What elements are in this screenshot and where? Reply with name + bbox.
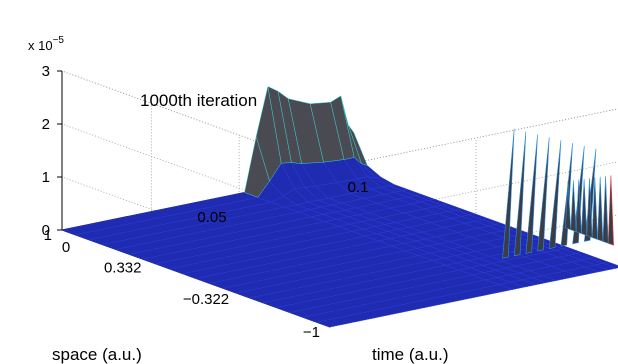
surface-spike <box>502 128 515 259</box>
z-tick-label: 0 <box>42 222 50 239</box>
top-edge-line <box>329 108 618 169</box>
y-axis-label: space (a.u.) <box>52 345 142 364</box>
surface-spike <box>560 143 573 247</box>
surface-spike <box>586 178 593 238</box>
x-tick-label: 0.1 <box>348 179 369 196</box>
data-surface <box>61 86 618 328</box>
z-tick-label: 1 <box>42 169 50 186</box>
y-tick-label: −0.322 <box>183 291 229 308</box>
annotation-text: 1000th iteration <box>140 91 257 110</box>
surface-spike <box>575 179 582 235</box>
surface-spike <box>597 176 604 242</box>
surface-spike <box>591 177 598 240</box>
y-tick-label: 0.332 <box>104 259 142 276</box>
x-axis-label: time (a.u.) <box>372 345 449 364</box>
y-tick-label: −1 <box>303 324 320 341</box>
surface-spike <box>525 134 538 254</box>
left-wall-gridline <box>61 123 331 222</box>
x-tick-label: 0.05 <box>197 209 226 226</box>
y-tick-label: 1 <box>44 227 52 244</box>
surface-spike <box>570 180 577 233</box>
z-multiplier: x 10−5 <box>28 35 64 53</box>
z-multiplier-base: x 10 <box>28 38 53 53</box>
surface-facet <box>347 124 368 166</box>
surface-spike <box>537 137 550 252</box>
z-multiplier-exponent: −5 <box>53 35 65 46</box>
z-tick-label: 3 <box>42 63 50 80</box>
surface-spike <box>602 176 609 244</box>
left-wall-gridline <box>61 176 331 275</box>
z-tick-label: 2 <box>42 116 50 133</box>
surface-spike <box>565 181 572 231</box>
surface-spike <box>513 131 527 257</box>
surface-spike <box>607 175 614 246</box>
x-tick-label: 0 <box>62 239 70 256</box>
surface-spike <box>548 140 562 250</box>
surface-spike <box>581 178 588 236</box>
top-edge-line <box>61 70 331 169</box>
back-wall-gridline <box>329 108 618 169</box>
